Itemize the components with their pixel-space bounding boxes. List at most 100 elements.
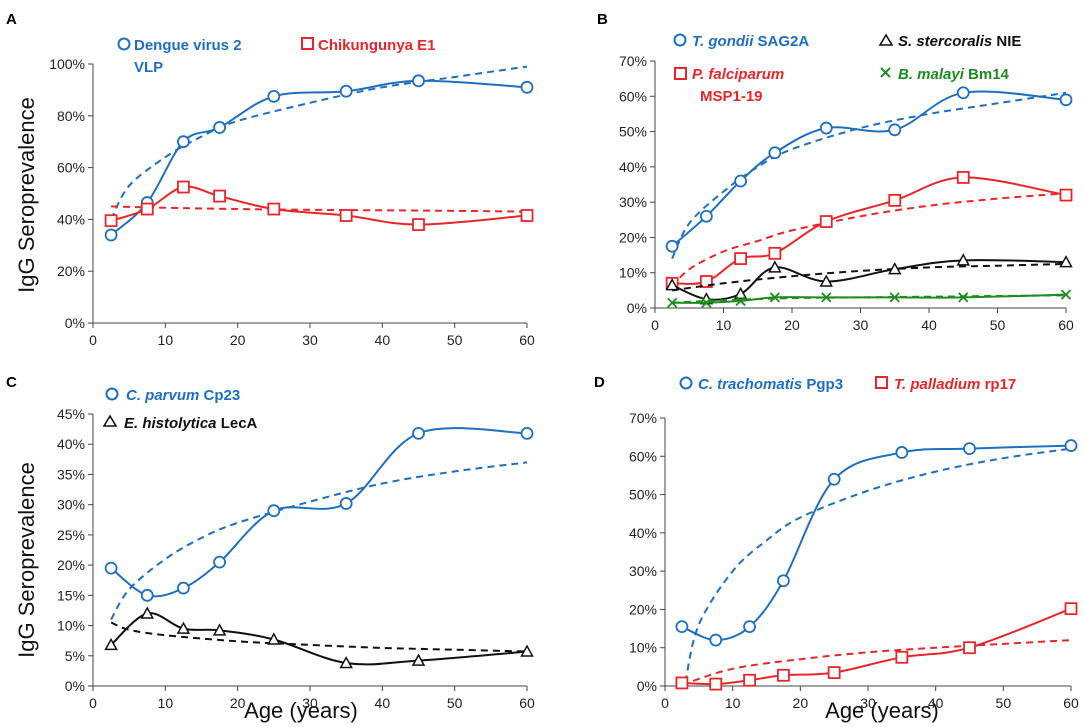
data-point-t-gondii-sag2a [956, 86, 970, 100]
data-point-b-malayi-bm14 [889, 292, 900, 303]
legend-label: T. palladium rp17 [894, 376, 1016, 393]
x-tick-label: 20 [230, 695, 246, 711]
data-point-t-gondii-sag2a [1059, 93, 1073, 107]
legend-label-rest: rp17 [980, 376, 1016, 393]
data-point-t-palladium-rp17 [709, 677, 723, 691]
legend-marker-circle-icon [673, 33, 687, 47]
y-tick-label: 0% [65, 315, 85, 331]
legend-label-rest: SAG2A [753, 33, 809, 50]
data-point-c-parvum-cp23 [267, 504, 281, 518]
data-point-p-falciparum-msp1-19 [1059, 188, 1073, 202]
x-tick-label: 60 [519, 695, 535, 711]
data-point-c-trachomatis-pgp3 [675, 620, 689, 634]
y-tick-label: 40% [619, 159, 647, 175]
fit-line-t-palladium-rp17 [681, 639, 1072, 686]
series-line-chikungunya-e1 [110, 185, 528, 226]
data-point-b-malayi-bm14 [701, 297, 712, 308]
legend-panel-a: Dengue virus 2 VLP Chikungunya E1 [117, 37, 436, 76]
fit-line-chikungunya-e1 [111, 205, 528, 213]
legend-marker-circle-icon [679, 376, 693, 390]
fit-line-p-falciparum-msp1-19 [671, 192, 1067, 288]
data-point-c-parvum-cp23 [140, 588, 154, 602]
legend-marker-triangle-icon [878, 33, 894, 46]
data-point-chikungunya-e1 [104, 214, 118, 228]
data-point-c-trachomatis-pgp3 [1064, 439, 1078, 452]
data-point-e-histolytica-leca [339, 655, 353, 669]
y-tick-label: 20% [629, 601, 657, 617]
legend-label-italic: T. gondii [692, 33, 754, 50]
legend-label-rest: LecA [217, 415, 258, 432]
y-axis-label-top: IgG Seroprevalence [14, 97, 39, 293]
x-tick-label: 40 [375, 695, 391, 711]
x-tick-label: 30 [302, 332, 318, 348]
data-point-s-stercoralis-nie [1059, 255, 1073, 268]
data-point-t-palladium-rp17 [675, 676, 689, 690]
data-point-s-stercoralis-nie [819, 274, 834, 287]
legend-label: S. stercoralis NIE [898, 33, 1021, 50]
legend-label: P. falciparum [692, 66, 784, 83]
x-tick-label: 10 [725, 695, 741, 711]
data-point-t-palladium-rp17 [963, 641, 976, 655]
series-line-e-histolytica-leca [110, 612, 528, 666]
legend-marker-square-icon [301, 37, 314, 50]
y-tick-label: 5% [65, 648, 85, 664]
legend-label: E. histolytica LecA [124, 415, 258, 432]
legend-label: C. trachomatis Pgp3 [698, 376, 843, 393]
fit-line-c-trachomatis-pgp3 [684, 447, 1072, 683]
data-point-t-gondii-sag2a [768, 146, 782, 160]
legend-marker-circle-icon [105, 387, 119, 401]
data-point-dengue-virus-2 [412, 74, 425, 88]
y-tick-label: 15% [57, 587, 85, 603]
legend-label-italic: T. palladium [894, 376, 980, 393]
data-point-chikungunya-e1 [177, 180, 190, 194]
series-line-t-palladium-rp17 [681, 607, 1072, 686]
y-tick-label: 10% [619, 265, 647, 281]
data-point-t-gondii-sag2a [699, 209, 713, 223]
y-tick-label: 25% [57, 527, 85, 543]
data-point-c-parvum-cp23 [520, 426, 534, 440]
panel-c-chart: 0% 5% 10% 15% 20% 25% 30% 35% 40% 45% 0 10 20 30 40 50 6… [57, 406, 535, 711]
series-line-c-parvum-cp23 [110, 427, 528, 598]
x-tick-label: 60 [1058, 317, 1074, 333]
y-tick-label: 30% [619, 194, 647, 210]
x-tick-label: 20 [784, 317, 800, 333]
data-point-c-trachomatis-pgp3 [777, 574, 790, 588]
data-point-e-histolytica-leca [267, 632, 281, 645]
data-point-t-palladium-rp17 [1064, 602, 1078, 616]
data-point-t-gondii-sag2a [888, 123, 902, 137]
x-tick-label: 50 [447, 332, 463, 348]
y-tick-label: 70% [629, 410, 657, 426]
data-point-s-stercoralis-nie [733, 286, 748, 300]
data-point-t-gondii-sag2a [734, 174, 748, 188]
panel-letter-d: D [594, 374, 605, 391]
data-point-dengue-virus-2 [213, 121, 226, 134]
legend-label-italic: S. stercoralis [898, 33, 992, 50]
data-point-c-trachomatis-pgp3 [963, 442, 976, 456]
data-point-s-stercoralis-nie [768, 260, 782, 273]
x-tick-label: 60 [1063, 695, 1079, 711]
legend-label-italic: C. trachomatis [698, 376, 802, 393]
legend-marker-x-icon [880, 67, 891, 78]
data-point-dengue-virus-2 [339, 84, 353, 98]
y-tick-label: 80% [57, 108, 85, 124]
data-point-b-malayi-bm14 [821, 292, 832, 303]
data-point-e-histolytica-leca [520, 644, 534, 657]
data-point-chikungunya-e1 [339, 209, 353, 222]
fit-line-e-histolytica-leca [110, 621, 528, 653]
data-point-t-palladium-rp17 [827, 666, 841, 679]
legend-panel-b: T. gondii SAG2A S. stercoralis NIE P. fa… [673, 33, 1021, 105]
data-point-t-palladium-rp17 [743, 673, 756, 687]
legend-label-italic: C. parvum [126, 387, 199, 404]
x-tick-label: 30 [302, 695, 318, 711]
x-tick-label: 10 [158, 332, 174, 348]
legend-label: C. parvum Cp23 [126, 387, 240, 404]
data-point-chikungunya-e1 [267, 202, 281, 216]
data-point-e-histolytica-leca [411, 653, 426, 666]
y-tick-label: 45% [57, 406, 85, 422]
data-point-e-histolytica-leca [140, 606, 155, 619]
legend-panel-c: C. parvum Cp23 E. histolytica LecA [102, 387, 258, 432]
x-tick-label: 40 [375, 332, 391, 348]
data-point-b-malayi-bm14 [666, 297, 678, 308]
x-tick-label: 20 [230, 332, 246, 348]
